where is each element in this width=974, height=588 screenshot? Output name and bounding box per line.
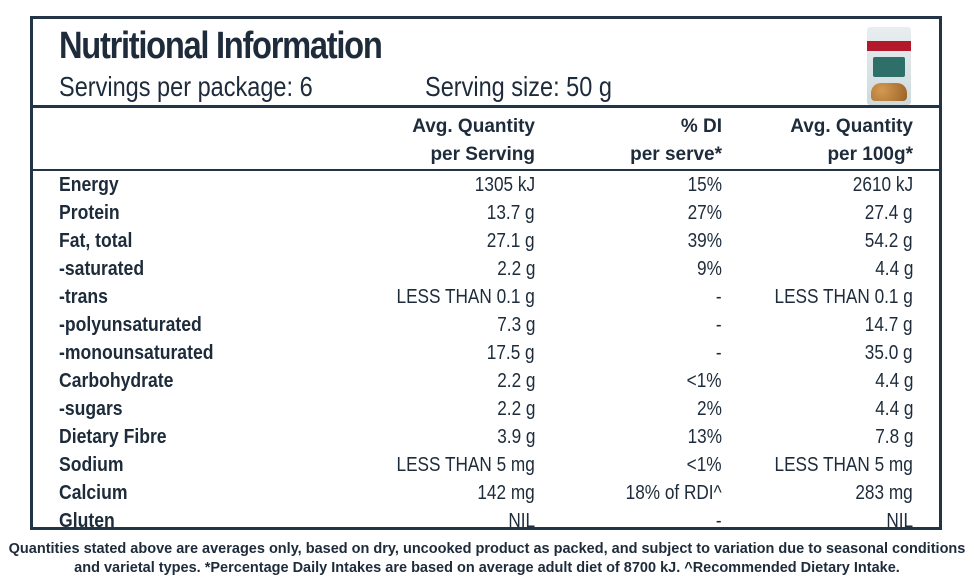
nutrient-name: Sodium (59, 454, 124, 476)
value-daily-intake: - (716, 510, 722, 532)
value-per-serving: 2.2 g (496, 258, 535, 280)
value-per-100g: 2610 kJ (852, 174, 913, 196)
table-row: -saturated 2.2 g 9% 4.4 g (33, 258, 939, 286)
column-header-divider (33, 169, 939, 171)
nutrient-name: Carbohydrate (59, 370, 174, 392)
value-daily-intake: 27% (687, 202, 722, 224)
footnote-line-2: and varietal types. *Percentage Daily In… (74, 560, 900, 576)
product-package-icon (867, 27, 911, 105)
footnote: Quantities stated above are averages onl… (0, 540, 974, 578)
value-per-serving: LESS THAN 5 mg (396, 454, 535, 476)
value-per-100g: 7.8 g (874, 426, 913, 448)
table-row: -trans LESS THAN 0.1 g - LESS THAN 0.1 g (33, 286, 939, 314)
value-per-100g: LESS THAN 0.1 g (774, 286, 913, 308)
value-daily-intake: 2% (697, 398, 722, 420)
value-daily-intake: - (716, 286, 722, 308)
nutrient-name: Dietary Fibre (59, 426, 167, 448)
table-row: Protein 13.7 g 27% 27.4 g (33, 202, 939, 230)
value-per-100g: LESS THAN 5 mg (774, 454, 913, 476)
value-per-serving: 2.2 g (496, 370, 535, 392)
panel-title: Nutritional Information (59, 25, 383, 67)
value-per-100g: 4.4 g (874, 398, 913, 420)
nutrient-name: Energy (59, 174, 119, 196)
table-row: Calcium 142 mg 18% of RDI^ 283 mg (33, 482, 939, 510)
value-per-100g: NIL (886, 510, 913, 532)
value-per-serving: 27.1 g (487, 230, 535, 252)
value-per-serving: 1305 kJ (474, 174, 535, 196)
table-row: Gluten NIL - NIL (33, 510, 939, 538)
value-daily-intake: 18% of RDI^ (625, 482, 722, 504)
value-per-100g: 35.0 g (865, 342, 913, 364)
value-daily-intake: - (716, 342, 722, 364)
nutrient-name: -monounsaturated (59, 342, 214, 364)
column-header-per-100g: Avg. Quantity per 100g* (790, 116, 913, 165)
table-row: -monounsaturated 17.5 g - 35.0 g (33, 342, 939, 370)
column-header-daily-intake: % DI per serve* (630, 116, 722, 165)
table-row: Energy 1305 kJ 15% 2610 kJ (33, 174, 939, 202)
value-per-serving: NIL (508, 510, 535, 532)
table-row: Dietary Fibre 3.9 g 13% 7.8 g (33, 426, 939, 454)
value-daily-intake: - (716, 314, 722, 336)
value-per-serving: 142 mg (477, 482, 535, 504)
value-per-100g: 283 mg (855, 482, 913, 504)
nutrient-name: -saturated (59, 258, 145, 280)
value-per-100g: 14.7 g (865, 314, 913, 336)
value-daily-intake: 13% (687, 426, 722, 448)
servings-per-package: Servings per package: 6 (59, 71, 313, 102)
table-row: Sodium LESS THAN 5 mg <1% LESS THAN 5 mg (33, 454, 939, 482)
table-row: -sugars 2.2 g 2% 4.4 g (33, 398, 939, 426)
value-per-100g: 4.4 g (874, 370, 913, 392)
value-per-100g: 54.2 g (865, 230, 913, 252)
nutrient-name: Gluten (59, 510, 115, 532)
value-daily-intake: <1% (687, 370, 722, 392)
value-per-100g: 27.4 g (865, 202, 913, 224)
value-daily-intake: 39% (687, 230, 722, 252)
value-per-serving: 17.5 g (487, 342, 535, 364)
nutrient-name: Calcium (59, 482, 128, 504)
value-per-serving: 2.2 g (496, 398, 535, 420)
serving-size: Serving size: 50 g (425, 71, 612, 102)
value-per-serving: 3.9 g (496, 426, 535, 448)
nutrient-name: -sugars (59, 398, 123, 420)
header-divider (33, 105, 939, 108)
value-per-serving: 7.3 g (496, 314, 535, 336)
footnote-line-1: Quantities stated above are averages onl… (8, 541, 966, 557)
nutrient-name: Fat, total (59, 230, 133, 252)
column-header-per-serving: Avg. Quantity per Serving (412, 116, 535, 165)
table-row: -polyunsaturated 7.3 g - 14.7 g (33, 314, 939, 342)
value-per-serving: 13.7 g (487, 202, 535, 224)
nutrition-panel: Nutritional Information Servings per pac… (30, 16, 942, 532)
value-per-serving: LESS THAN 0.1 g (396, 286, 535, 308)
table-row: Fat, total 27.1 g 39% 54.2 g (33, 230, 939, 258)
value-daily-intake: <1% (687, 454, 722, 476)
nutrient-name: -polyunsaturated (59, 314, 202, 336)
value-daily-intake: 15% (687, 174, 722, 196)
nutrient-name: Protein (59, 202, 120, 224)
value-daily-intake: 9% (697, 258, 722, 280)
nutrient-name: -trans (59, 286, 108, 308)
table-row: Carbohydrate 2.2 g <1% 4.4 g (33, 370, 939, 398)
value-per-100g: 4.4 g (874, 258, 913, 280)
